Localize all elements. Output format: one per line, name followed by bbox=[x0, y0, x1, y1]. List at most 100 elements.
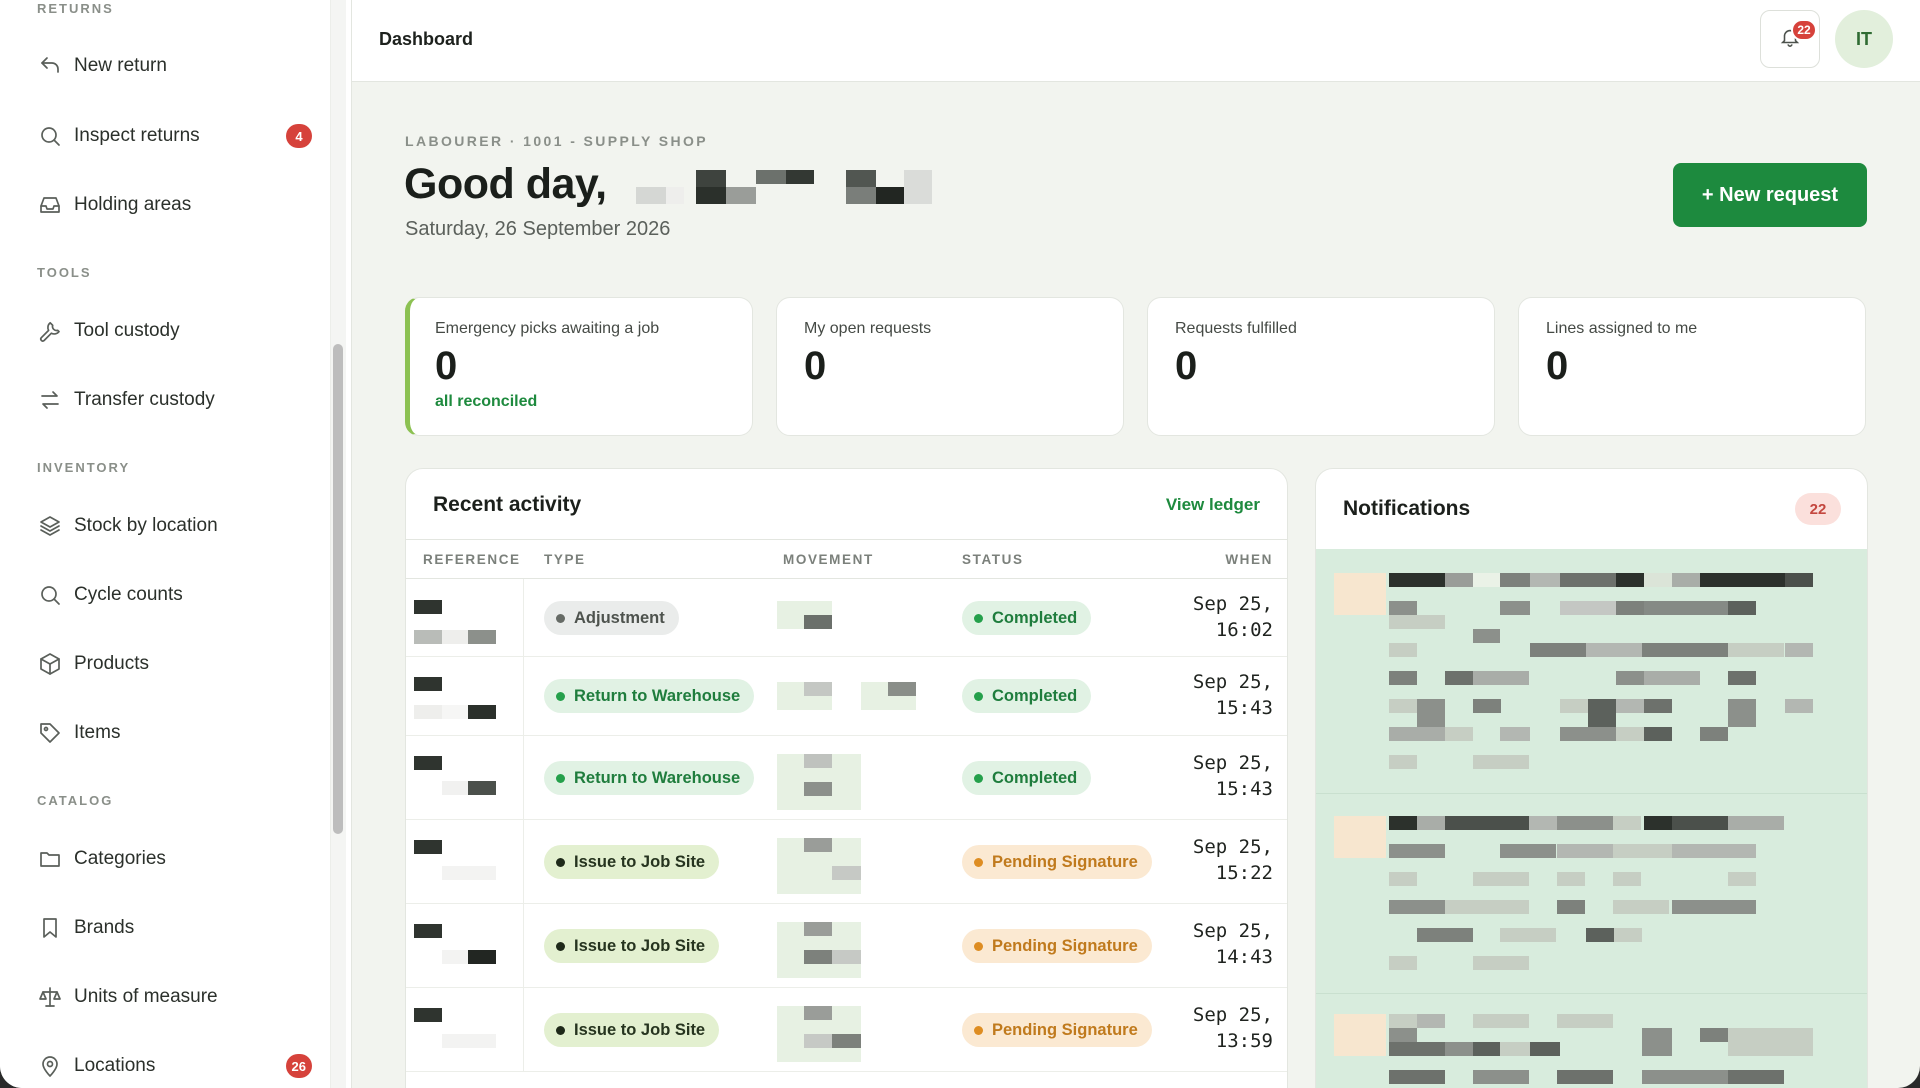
stat-card-requests-fulfilled[interactable]: Requests fulfilled 0 bbox=[1147, 297, 1495, 436]
stat-subtext: all reconciled bbox=[435, 393, 538, 410]
transfer-arrows-icon bbox=[28, 376, 74, 424]
type-pill: Return to Warehouse bbox=[544, 761, 755, 795]
timestamp-date: Sep 25, bbox=[1192, 593, 1273, 615]
sidebar-item-label: Tool custody bbox=[74, 320, 180, 341]
reference-redacted bbox=[406, 988, 524, 1071]
recent-activity-panel: Recent activity View ledger REFERENCE TY… bbox=[405, 468, 1288, 1088]
notification-item-redacted[interactable] bbox=[1316, 994, 1867, 1088]
sidebar-item-label: Transfer custody bbox=[74, 389, 215, 410]
type-pill: Issue to Job Site bbox=[544, 845, 720, 879]
timestamp-time: 15:22 bbox=[1215, 862, 1273, 884]
avatar[interactable]: IT bbox=[1835, 10, 1893, 68]
stat-value: 0 bbox=[1546, 344, 1569, 388]
notifications-panel: Notifications 22 bbox=[1315, 468, 1868, 1088]
timestamp: Sep 25, 13:59 bbox=[1193, 1002, 1273, 1054]
notifications-count-badge: 22 bbox=[1791, 19, 1817, 41]
folder-icon bbox=[28, 835, 74, 883]
column-header-reference[interactable]: REFERENCE bbox=[423, 552, 521, 567]
column-header-when[interactable]: WHEN bbox=[1225, 552, 1273, 567]
layers-icon bbox=[28, 502, 74, 550]
stat-title: Requests fulfilled bbox=[1175, 320, 1297, 337]
sidebar-item-cycle-counts[interactable]: Cycle counts bbox=[28, 571, 318, 619]
type-label: Issue to Job Site bbox=[574, 936, 706, 955]
wrench-icon bbox=[28, 307, 74, 355]
sidebar-item-tool-custody[interactable]: Tool custody bbox=[28, 307, 318, 355]
notification-thumbnail bbox=[1334, 573, 1386, 615]
table-row[interactable]: Return to Warehouse Completed Sep 25, 15:… bbox=[406, 736, 1287, 820]
status-label: Completed bbox=[992, 768, 1078, 787]
status-badge: Completed bbox=[962, 601, 1092, 635]
stat-card-lines-assigned[interactable]: Lines assigned to me 0 bbox=[1518, 297, 1866, 436]
view-ledger-link[interactable]: View ledger bbox=[1165, 495, 1260, 514]
timestamp-time: 16:02 bbox=[1215, 619, 1273, 641]
column-header-type[interactable]: TYPE bbox=[544, 552, 586, 567]
movement-redacted bbox=[777, 904, 944, 987]
type-pill: Issue to Job Site bbox=[544, 1013, 720, 1047]
notification-item-redacted[interactable] bbox=[1316, 549, 1867, 794]
bookmark-icon bbox=[28, 904, 74, 952]
table-row[interactable]: Issue to Job Site Pending Signature Sep … bbox=[406, 820, 1287, 904]
sidebar-item-locations[interactable]: Locations 26 bbox=[28, 1042, 318, 1088]
table-row[interactable]: Return to Warehouse Completed Sep 25, 15:… bbox=[406, 657, 1287, 736]
timestamp-time: 15:43 bbox=[1215, 697, 1273, 719]
notification-thumbnail bbox=[1334, 1014, 1386, 1056]
column-header-movement[interactable]: MOVEMENT bbox=[783, 552, 874, 567]
sidebar-item-items[interactable]: Items bbox=[28, 709, 318, 757]
role-location-eyebrow: LABOURER · 1001 - SUPPLY SHOP bbox=[405, 133, 708, 149]
sidebar-item-stock-by-location[interactable]: Stock by location bbox=[28, 502, 318, 550]
status-label: Pending Signature bbox=[992, 1020, 1138, 1039]
movement-redacted bbox=[777, 579, 944, 656]
notifications-list bbox=[1316, 549, 1867, 1088]
sidebar-item-label: Brands bbox=[74, 917, 135, 938]
section-label-returns: RETURNS bbox=[37, 1, 114, 16]
type-label: Return to Warehouse bbox=[574, 686, 741, 705]
section-label-inventory: INVENTORY bbox=[37, 460, 131, 475]
sidebar-item-holding-areas[interactable]: Holding areas bbox=[28, 181, 318, 229]
sidebar-item-label: New return bbox=[74, 55, 167, 76]
top-bar: Dashboard 22 IT bbox=[352, 0, 1920, 82]
status-label: Completed bbox=[992, 686, 1078, 705]
sidebar-item-categories[interactable]: Categories bbox=[28, 835, 318, 883]
redacted-user-name bbox=[636, 170, 932, 204]
status-label: Pending Signature bbox=[992, 936, 1138, 955]
reference-redacted bbox=[406, 579, 524, 656]
table-row[interactable]: Issue to Job Site Pending Signature Sep … bbox=[406, 904, 1287, 988]
reference-redacted bbox=[406, 736, 524, 819]
stat-card-open-requests[interactable]: My open requests 0 bbox=[776, 297, 1124, 436]
status-badge: Completed bbox=[962, 761, 1092, 795]
tag-icon bbox=[28, 709, 74, 757]
sidebar-item-label: Items bbox=[74, 722, 121, 743]
sidebar-item-transfer-custody[interactable]: Transfer custody bbox=[28, 376, 318, 424]
notification-item-redacted[interactable] bbox=[1316, 794, 1867, 994]
status-badge: Pending Signature bbox=[962, 845, 1152, 879]
column-header-status[interactable]: STATUS bbox=[962, 552, 1024, 567]
inbox-icon bbox=[28, 181, 74, 229]
movement-redacted bbox=[777, 988, 944, 1071]
type-pill: Return to Warehouse bbox=[544, 679, 755, 713]
box-icon bbox=[28, 640, 74, 688]
table-header: REFERENCE TYPE MOVEMENT STATUS WHEN bbox=[406, 539, 1287, 579]
stat-card-emergency-picks[interactable]: Emergency picks awaiting a job 0 all rec… bbox=[405, 297, 753, 436]
sidebar-item-new-return[interactable]: New return bbox=[28, 42, 318, 90]
timestamp-time: 13:59 bbox=[1215, 1030, 1273, 1052]
map-pin-icon bbox=[28, 1042, 74, 1088]
status-badge: Completed bbox=[962, 679, 1092, 713]
sidebar-item-inspect-returns[interactable]: Inspect returns 4 bbox=[28, 112, 318, 160]
sidebar-item-label: Categories bbox=[74, 848, 166, 869]
reference-redacted bbox=[406, 657, 524, 735]
new-request-button[interactable]: + New request bbox=[1673, 163, 1867, 227]
sidebar-item-products[interactable]: Products bbox=[28, 640, 318, 688]
sidebar-item-units-of-measure[interactable]: Units of measure bbox=[28, 973, 318, 1021]
timestamp: Sep 25, 15:43 bbox=[1193, 750, 1273, 802]
timestamp-date: Sep 25, bbox=[1192, 671, 1273, 693]
sidebar-scrollbar-thumb[interactable] bbox=[333, 344, 343, 834]
notifications-button[interactable]: 22 bbox=[1760, 10, 1820, 68]
type-label: Issue to Job Site bbox=[574, 1020, 706, 1039]
reference-redacted bbox=[406, 820, 524, 903]
current-date: Saturday, 26 September 2026 bbox=[405, 218, 671, 240]
sidebar-item-brands[interactable]: Brands bbox=[28, 904, 318, 952]
search-icon bbox=[28, 571, 74, 619]
table-row[interactable]: Issue to Job Site Pending Signature Sep … bbox=[406, 988, 1287, 1072]
table-row[interactable]: Adjustment Completed Sep 25, 16:02 bbox=[406, 579, 1287, 657]
